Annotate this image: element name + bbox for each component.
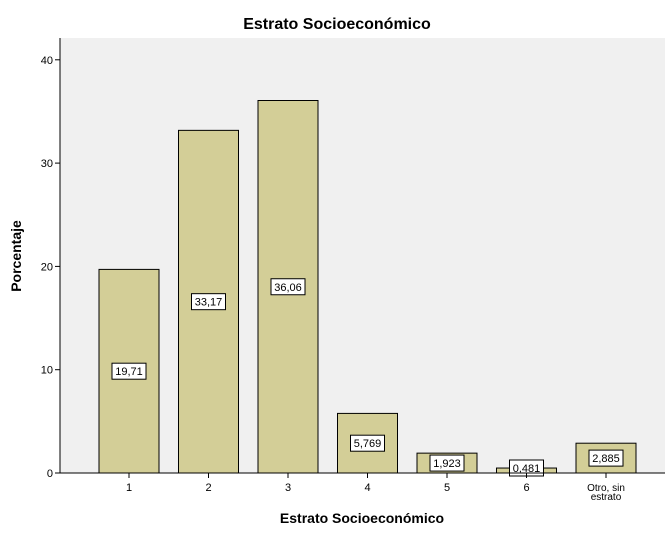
x-tick-label: 4	[364, 482, 370, 494]
data-label-box	[429, 454, 465, 472]
x-axis-title: Estrato Socioeconómico	[280, 510, 444, 526]
chart-title: Estrato Socioeconómico	[243, 16, 431, 33]
x-tick-label: estrato	[591, 492, 622, 503]
data-label: 0,481	[513, 463, 541, 475]
x-tick-label: 2	[205, 482, 211, 494]
data-label: 36,06	[274, 282, 302, 294]
y-tick-label: 40	[41, 55, 53, 67]
data-label: 33,17	[195, 297, 223, 309]
x-tick-label: 6	[523, 482, 529, 494]
y-tick-label: 20	[41, 261, 53, 273]
data-label-box	[270, 278, 306, 296]
y-tick-label: 30	[41, 158, 53, 170]
x-tick-label: Otro, sin	[587, 483, 625, 494]
x-tick-label: 5	[444, 482, 450, 494]
bars: 19,71 33,17 36,06 5,769 1,923 0,481 2,885	[98, 100, 637, 477]
data-label-box	[191, 293, 226, 311]
bar	[98, 268, 160, 474]
data-label-box	[350, 434, 385, 452]
x-tick-label: 1	[126, 482, 132, 494]
plot-area	[60, 38, 665, 473]
data-label: 2,885	[592, 453, 620, 465]
y-tick-label: 10	[41, 365, 53, 377]
y-axis: 0 10 20 30 40	[41, 38, 61, 480]
x-tick-label: 3	[285, 482, 291, 494]
data-label-box	[111, 362, 147, 380]
data-label: 5,769	[354, 438, 382, 450]
y-tick-label: 0	[47, 468, 53, 480]
data-label-box	[588, 449, 624, 467]
data-label: 19,71	[115, 366, 143, 378]
data-label: 1,923	[433, 458, 461, 470]
y-axis-title: Porcentaje	[8, 220, 24, 292]
